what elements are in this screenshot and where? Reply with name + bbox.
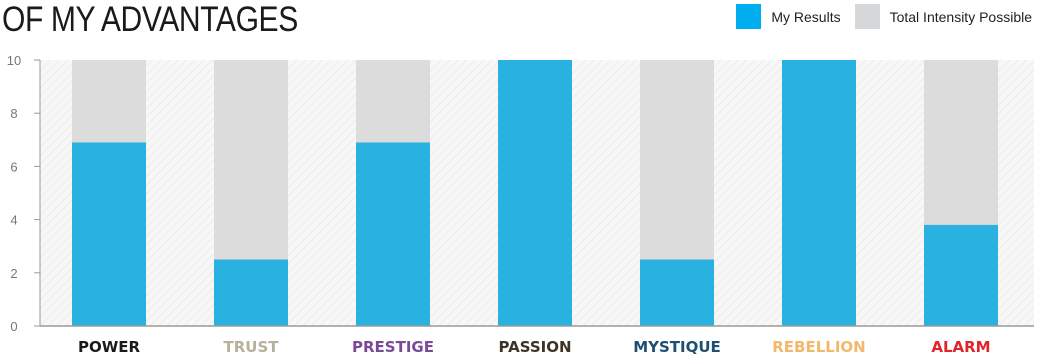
- bar-result-passion: [498, 60, 572, 326]
- category-label-rebellion: REBELLION: [772, 338, 865, 356]
- legend-swatch-my-results: [736, 4, 762, 29]
- y-tick-label: 0: [10, 319, 17, 334]
- bar-result-rebellion: [782, 60, 856, 326]
- y-tick-label: 6: [10, 159, 17, 174]
- bar-result-trust: [214, 259, 288, 326]
- category-label-alarm: ALARM: [931, 338, 990, 356]
- y-tick-label: 4: [10, 213, 17, 228]
- legend-item-total-intensity: Total Intensity Possible: [854, 4, 1032, 29]
- legend-swatch-total-intensity: [854, 4, 880, 29]
- y-tick-label: 8: [10, 106, 17, 121]
- legend-label-my-results: My Results: [771, 8, 841, 25]
- legend-item-my-results: My Results: [736, 4, 841, 29]
- legend: My Results Total Intensity Possible: [722, 4, 1032, 29]
- category-label-passion: PASSION: [498, 338, 571, 356]
- category-label-mystique: MYSTIQUE: [633, 338, 721, 356]
- category-label-prestige: PRESTIGE: [352, 338, 434, 356]
- page-title: OF MY ADVANTAGES: [2, 0, 298, 39]
- category-label-trust: TRUST: [224, 338, 280, 356]
- y-tick-label: 10: [7, 53, 21, 68]
- y-tick-label: 2: [10, 266, 17, 281]
- category-label-power: POWER: [78, 338, 141, 356]
- bar-result-mystique: [640, 259, 714, 326]
- bar-result-alarm: [924, 224, 998, 326]
- bar-result-prestige: [356, 142, 430, 326]
- bar-result-power: [72, 142, 146, 326]
- legend-label-total-intensity: Total Intensity Possible: [889, 8, 1032, 25]
